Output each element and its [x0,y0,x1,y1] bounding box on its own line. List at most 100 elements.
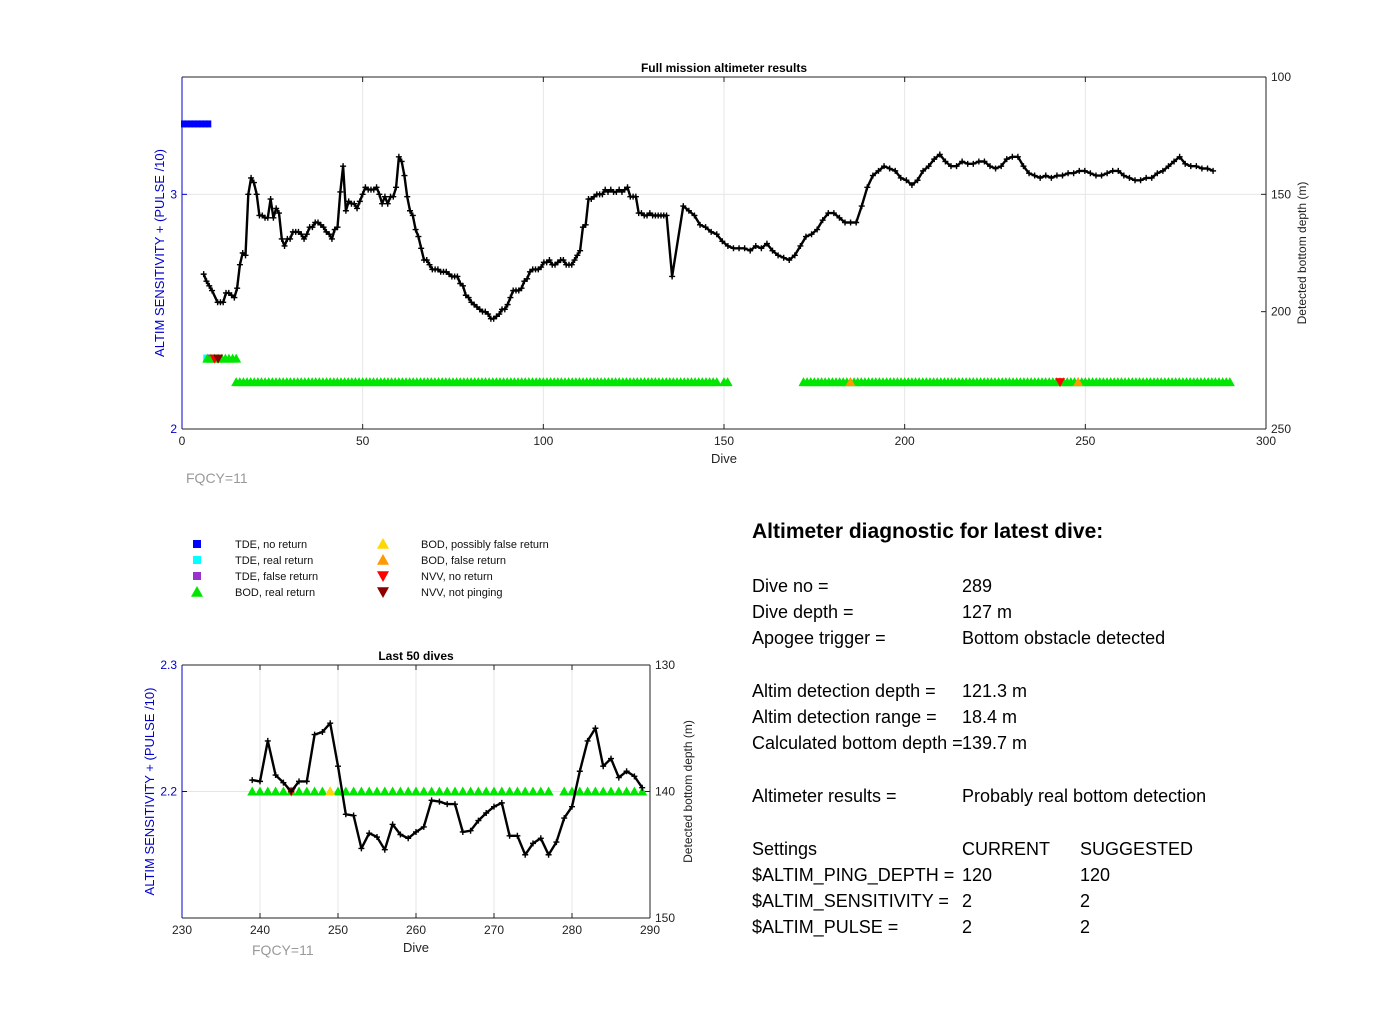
depth-point [1132,177,1139,184]
legend-label: TDE, false return [235,571,318,583]
bod-real-return-marker [418,786,429,796]
depth-point [436,798,443,805]
diag-key: Dive no = [752,576,829,596]
x-tick-label: 280 [562,923,582,937]
depth-point [1092,172,1099,179]
depth-point [1065,170,1072,177]
bod-real-return-marker [722,377,733,387]
depth-point [507,294,514,301]
depth-point [335,763,341,770]
depth-point [350,812,357,819]
depth-point [498,799,505,806]
depth-point [608,755,614,762]
bod-real-return-marker [450,786,460,796]
depth-point [415,233,422,240]
x-tick-label: 300 [1256,434,1276,448]
depth-point [571,257,578,264]
depth-point [530,840,536,847]
depth-point [379,200,386,207]
depth-point [914,177,921,184]
tde-no-return-marker [195,120,201,128]
depth-point [249,777,256,784]
depth-point [623,768,630,775]
bod-real-return-marker [598,786,609,796]
depth-point [319,729,326,736]
bod-real-return-marker [574,786,585,796]
y-right-tick-label: 130 [655,658,675,672]
depth-point [708,228,715,235]
depth-point [1026,170,1033,177]
depth-point [236,261,243,268]
depth-point [592,725,599,732]
depth-point [444,801,451,808]
depth-point [663,212,670,219]
depth-point [981,158,988,165]
depth-point [791,252,798,259]
depth-point [582,221,589,228]
depth-point [475,817,482,824]
depth-point [280,779,287,786]
bod-real-return-marker [301,786,312,796]
depth-point [298,231,305,238]
bod-false-return-marker [845,377,856,387]
tde-no-return-marker [199,120,205,128]
depth-point [220,299,227,306]
depth-point [1031,172,1038,179]
x-tick-label: 200 [895,434,915,448]
setting-current: 2 [962,891,973,911]
x-tick-label: 230 [172,923,192,937]
depth-point [209,287,216,294]
depth-point [404,193,411,200]
depth-point [467,827,474,834]
depth-point [245,191,252,198]
depth-point [577,247,584,254]
bod-real-return-marker [559,786,570,796]
depth-point [538,264,545,271]
y-right-axis-label: Detected bottom depth (m) [681,720,695,863]
depth-point [524,275,531,282]
depth-point [504,301,511,308]
diag-key: Apogee trigger = [752,628,886,648]
depth-point [758,245,765,252]
x-tick-label: 100 [533,434,553,448]
depth-point [267,196,274,203]
depth-point [545,851,552,858]
depth-point [390,193,397,200]
depth-point [1014,153,1021,160]
depth-point [1120,172,1127,179]
depth-point [270,214,277,221]
diag-key: Calculated bottom depth = [752,733,963,753]
depth-point [393,184,400,191]
diag-value: 18.4 m [962,707,1018,727]
diag-value: 127 m [962,602,1013,622]
y-left-tick-label: 2.2 [160,785,177,799]
depth-point [303,778,310,785]
bod-real-return-marker [711,377,722,387]
depth-point [426,261,433,268]
x-axis-label: Dive [403,940,429,955]
depth-point [741,245,748,252]
depth-point [998,163,1005,170]
bod-real-return-marker [489,786,499,796]
depth-point [736,245,743,252]
chart-title: Full mission altimeter results [641,61,807,75]
depth-point [947,163,954,170]
tde-no-return-marker [188,120,194,128]
depth-point [257,778,263,785]
diag-key: Altim detection range = [752,707,937,727]
legend-marker-triangle-up [377,538,389,549]
bod-real-return-marker [278,786,289,796]
depth-point [250,179,257,186]
y-right-tick-label: 100 [1271,70,1291,84]
depth-point [546,257,553,264]
setting-current: 2 [962,917,973,937]
depth-point [1081,167,1088,174]
bod-real-return-marker [629,786,640,796]
depth-point [869,172,876,179]
depth-point [356,198,363,205]
depth-point [1126,174,1133,181]
bod-real-return-marker [403,786,414,796]
depth-point [561,815,568,822]
setting-suggested: 120 [1080,865,1111,885]
depth-point [374,834,380,841]
